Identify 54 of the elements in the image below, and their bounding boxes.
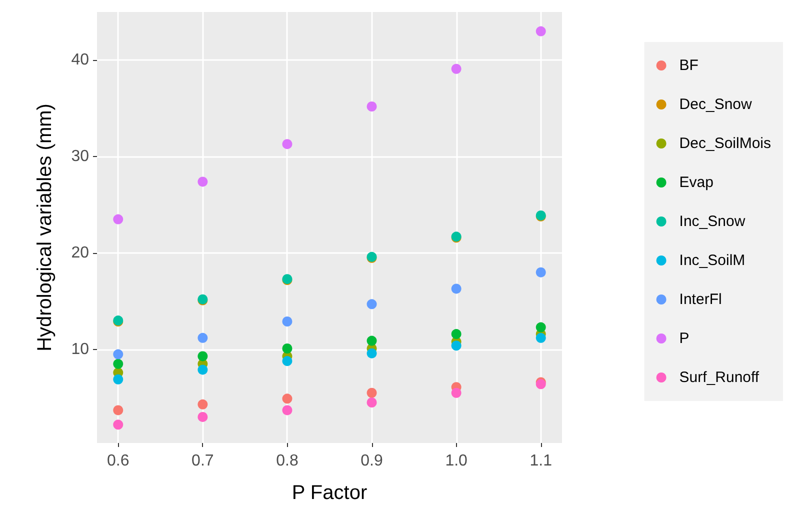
x-tick-label: 1.1 <box>530 452 552 470</box>
y-tick-label: 30 <box>71 148 90 166</box>
y-axis-title: Hydrological variables (mm) <box>34 104 56 352</box>
point <box>536 267 546 278</box>
legend-label: InterFl <box>679 291 722 308</box>
point <box>366 101 377 112</box>
point <box>113 214 124 224</box>
legend-label: Inc_SoilM <box>679 252 746 269</box>
point <box>366 388 377 398</box>
legend-label: Inc_Snow <box>679 213 746 230</box>
legend-label: BF <box>679 57 698 74</box>
point <box>536 332 546 343</box>
point <box>282 139 292 150</box>
point <box>366 398 377 408</box>
point <box>451 340 462 351</box>
point <box>198 332 208 343</box>
legend-label: P <box>679 330 690 347</box>
point <box>198 399 208 410</box>
x-tick-label: 0.7 <box>192 452 214 470</box>
point <box>113 374 124 384</box>
point <box>366 299 377 310</box>
legend-label: Surf_Runoff <box>679 369 760 386</box>
point <box>282 405 292 416</box>
x-axis-title: P Factor <box>292 482 368 504</box>
point <box>282 356 292 366</box>
point <box>366 336 377 346</box>
point <box>198 364 208 375</box>
x-tick-label: 0.6 <box>107 452 130 470</box>
point <box>282 394 292 404</box>
x-tick-label: 0.8 <box>276 452 298 470</box>
point <box>198 351 208 362</box>
legend-label: Evap <box>679 174 714 191</box>
x-tick-label: 1.0 <box>445 452 468 470</box>
point <box>366 348 377 358</box>
point <box>536 26 546 36</box>
point <box>536 322 546 332</box>
y-tick-label: 40 <box>71 52 90 69</box>
point <box>451 64 462 74</box>
legend-label: Dec_Snow <box>679 96 752 113</box>
x-tick-label: 0.9 <box>360 452 383 470</box>
point <box>198 176 208 187</box>
point <box>451 284 462 294</box>
point <box>198 412 208 422</box>
point <box>282 344 292 354</box>
point <box>113 349 124 360</box>
point <box>113 405 124 416</box>
point <box>451 329 462 340</box>
point <box>282 316 292 327</box>
point <box>113 420 124 430</box>
y-tick-label: 10 <box>71 340 90 358</box>
legend-label: Dec_SoilMois <box>679 135 772 152</box>
point <box>113 358 124 369</box>
point <box>451 388 462 398</box>
y-tick-label: 20 <box>71 244 90 262</box>
